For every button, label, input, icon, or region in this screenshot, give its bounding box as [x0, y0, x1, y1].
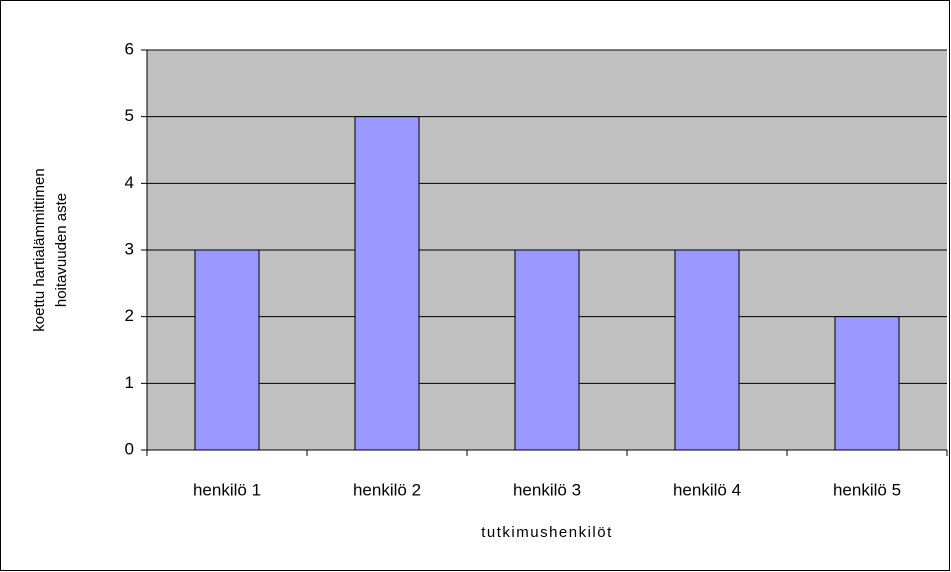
bar	[194, 249, 260, 451]
y-axis-label: hoitavuuden aste	[53, 193, 70, 307]
y-tick-label: 2	[125, 306, 134, 325]
y-tick-label: 0	[125, 439, 134, 458]
y-tick-label: 3	[125, 239, 134, 258]
x-axis-label: tutkimushenkilöt	[481, 524, 613, 541]
y-tick-label: 5	[125, 106, 134, 125]
x-tick-label: henkilö 2	[353, 480, 421, 499]
x-tick-label: henkilö 1	[193, 480, 261, 499]
y-axis-label: koettu hartialämmittimen	[31, 168, 48, 331]
y-tick-label: 1	[125, 373, 134, 392]
x-tick-label: henkilö 3	[513, 480, 581, 499]
x-tick-label: henkilö 4	[673, 480, 741, 499]
bar	[834, 316, 900, 451]
bar	[354, 116, 420, 451]
x-tick-label: henkilö 5	[833, 480, 901, 499]
y-tick-label: 6	[125, 39, 134, 58]
bar	[514, 249, 580, 451]
bar	[674, 249, 740, 451]
y-tick-label: 4	[125, 173, 134, 192]
